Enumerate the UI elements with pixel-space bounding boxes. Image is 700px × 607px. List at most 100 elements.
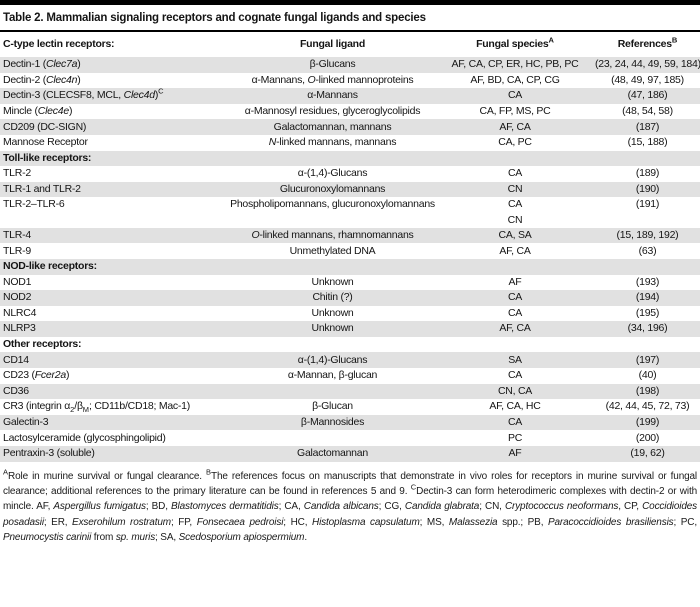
- receptor-cell: Pentraxin-3 (soluble): [3, 447, 95, 460]
- ligand-cell: β-Mannosides: [300, 416, 365, 429]
- species-cell: CA: [507, 416, 523, 429]
- refs-cell: (194): [635, 291, 660, 304]
- section-row: Other receptors:: [0, 337, 700, 353]
- table-row: NOD2 Chitin (?) CA (194): [0, 290, 700, 306]
- table-row: NOD1 Unknown AF (193): [0, 275, 700, 291]
- section-row: NOD-like receptors:: [0, 258, 700, 275]
- receptor-cell: NOD2: [3, 291, 32, 304]
- table-row: TLR-2–TLR-6 Phospholipomannans, glucurono…: [0, 197, 700, 227]
- refs-cell: (48, 54, 58): [622, 104, 673, 117]
- table-row: CD23 (Fcer2a) α-Mannan, β-glucan CA (40): [0, 368, 700, 384]
- column-header-references: ReferencesB: [617, 35, 678, 50]
- ligand-cell: Unmethylated DNA: [289, 244, 376, 257]
- ligand-cell: β-Glucans: [309, 58, 356, 71]
- species-cell: CA CN: [507, 198, 523, 226]
- table-row: TLR-4 O-linked mannans, rhamnomannans CA, …: [0, 227, 700, 244]
- receptor-cell: Mannose Receptor: [3, 136, 88, 149]
- receptor-ligand-table: C-type lectin receptors: Fungal ligand Fun…: [0, 32, 700, 462]
- receptor-cell: TLR-1 and TLR-2: [3, 182, 81, 195]
- refs-cell: (199): [635, 416, 660, 429]
- species-cell: AF, CA, CP, ER, HC, PB, PC: [451, 58, 579, 71]
- receptor-cell: TLR-2: [3, 167, 31, 180]
- refs-cell: (197): [635, 353, 660, 366]
- table-top-rule: [0, 0, 700, 5]
- refs-cell: (190): [635, 182, 660, 195]
- table-row: CD209 (DC-SIGN) Galactomannan, mannans AF,…: [0, 119, 700, 135]
- refs-cell: (198): [635, 384, 660, 397]
- species-cell: AF, CA: [499, 244, 531, 257]
- column-header-fungal-ligand: Fungal ligand: [300, 37, 365, 50]
- column-header-fungal-species: Fungal speciesA: [476, 35, 554, 50]
- ligand-cell: Galactomannan, mannans: [273, 120, 392, 133]
- table-row: TLR-1 and TLR-2 Glucuronoxylomannans CN (19…: [0, 181, 700, 198]
- receptor-cell: TLR-4: [3, 228, 31, 241]
- ligand-cell: Glucuronoxylomannans: [279, 182, 386, 195]
- table-row: Galectin-3 β-Mannosides CA (199): [0, 414, 700, 431]
- ligand-cell: Galactomannan: [297, 447, 368, 460]
- species-cell: AF, CA, HC: [489, 400, 541, 413]
- refs-cell: (200): [635, 431, 660, 444]
- table-row: CR3 (integrin α2/βM; CD11b/CD18; Mac-1) β…: [0, 399, 700, 415]
- refs-cell: (189): [635, 167, 660, 180]
- table-row: CD14 α-(1,4)-Glucans SA (197): [0, 352, 700, 369]
- receptor-cell: Dectin-1 (Clec7a): [3, 58, 81, 71]
- ligand-cell: O-linked mannans, rhamnomannans: [251, 228, 414, 241]
- receptor-cell: NLRC4: [3, 306, 37, 319]
- title-divider-rule: [0, 30, 700, 32]
- species-cell: CA, FP, MS, PC: [479, 104, 551, 117]
- receptor-cell: Dectin-2 (Clec4n): [3, 73, 81, 86]
- receptor-cell: NOD1: [3, 275, 32, 288]
- species-cell: CA, SA: [498, 228, 532, 241]
- table-row: NLRP3 Unknown AF, CA (34, 196): [0, 321, 700, 337]
- species-cell: CA: [507, 291, 523, 304]
- species-cell: CN, CA: [497, 384, 533, 397]
- section-label: NOD-like receptors:: [3, 260, 97, 273]
- refs-cell: (63): [638, 244, 657, 257]
- ligand-cell: N-linked mannans, mannans: [268, 136, 397, 149]
- receptor-cell: TLR-2–TLR-6: [3, 198, 65, 211]
- ligand-cell: Chitin (?): [312, 291, 353, 304]
- table-footnotes: ARole in murine survival or fungal clear…: [3, 467, 697, 544]
- species-cell: CA: [507, 369, 523, 382]
- refs-cell: (47, 186): [627, 89, 668, 102]
- species-cell: SA: [508, 353, 522, 366]
- table-row: Mincle (Clec4e) α-Mannosyl residues, glyc…: [0, 104, 700, 120]
- species-cell: CN: [507, 182, 523, 195]
- receptor-cell: Mincle (Clec4e): [3, 104, 73, 117]
- receptor-cell: CD209 (DC-SIGN): [3, 120, 87, 133]
- ligand-cell: Unknown: [311, 306, 354, 319]
- ligand-cell: α-Mannosyl residues, glyceroglycolipids: [244, 104, 421, 117]
- column-header-receptor: C-type lectin receptors:: [3, 37, 115, 50]
- species-cell: CA: [507, 89, 523, 102]
- refs-cell: (48, 49, 97, 185): [611, 73, 684, 86]
- table-row: Pentraxin-3 (soluble) Galactomannan AF (19,…: [0, 446, 700, 462]
- table-row: Mannose Receptor N-linked mannans, mannan…: [0, 135, 700, 151]
- table-header-row: C-type lectin receptors: Fungal ligand Fun…: [0, 32, 700, 57]
- species-cell: PC: [507, 431, 523, 444]
- refs-cell: (15, 189, 192): [616, 228, 679, 241]
- species-cell: AF: [508, 275, 522, 288]
- refs-cell: (40): [638, 369, 657, 382]
- receptor-cell: CR3 (integrin α2/βM; CD11b/CD18; Mac-1): [3, 400, 191, 415]
- refs-cell: (193): [635, 275, 660, 288]
- refs-cell: (23, 24, 44, 49, 59, 184): [595, 58, 700, 71]
- refs-cell: (187): [635, 120, 660, 133]
- ligand-cell: Unknown: [311, 275, 354, 288]
- receptor-cell: Galectin-3: [3, 416, 49, 429]
- ligand-cell: α-Mannans: [307, 89, 358, 102]
- receptor-cell: NLRP3: [3, 322, 36, 335]
- table-row: TLR-2 α-(1,4)-Glucans CA (189): [0, 166, 700, 182]
- ligand-cell: Phospholipomannans, glucuronoxylomannans: [230, 198, 435, 211]
- refs-cell: (19, 62): [630, 447, 665, 460]
- table-title: Table 2. Mammalian signaling receptors a…: [3, 12, 426, 24]
- ligand-cell: α-(1,4)-Glucans: [297, 353, 368, 366]
- table-row: CD36 CN, CA (198): [0, 383, 700, 400]
- refs-cell: (191): [635, 198, 660, 211]
- species-cell: AF: [508, 447, 522, 460]
- section-row: Toll-like receptors:: [0, 150, 700, 167]
- ligand-cell: α-Mannan, β-glucan: [287, 369, 378, 382]
- ligand-cell: β-Glucan: [312, 400, 353, 413]
- species-cell: CA: [507, 306, 523, 319]
- receptor-cell: TLR-9: [3, 244, 31, 257]
- table-row: Dectin-3 (CLECSF8, MCL, Clec4d)C α-Mannan…: [0, 88, 700, 104]
